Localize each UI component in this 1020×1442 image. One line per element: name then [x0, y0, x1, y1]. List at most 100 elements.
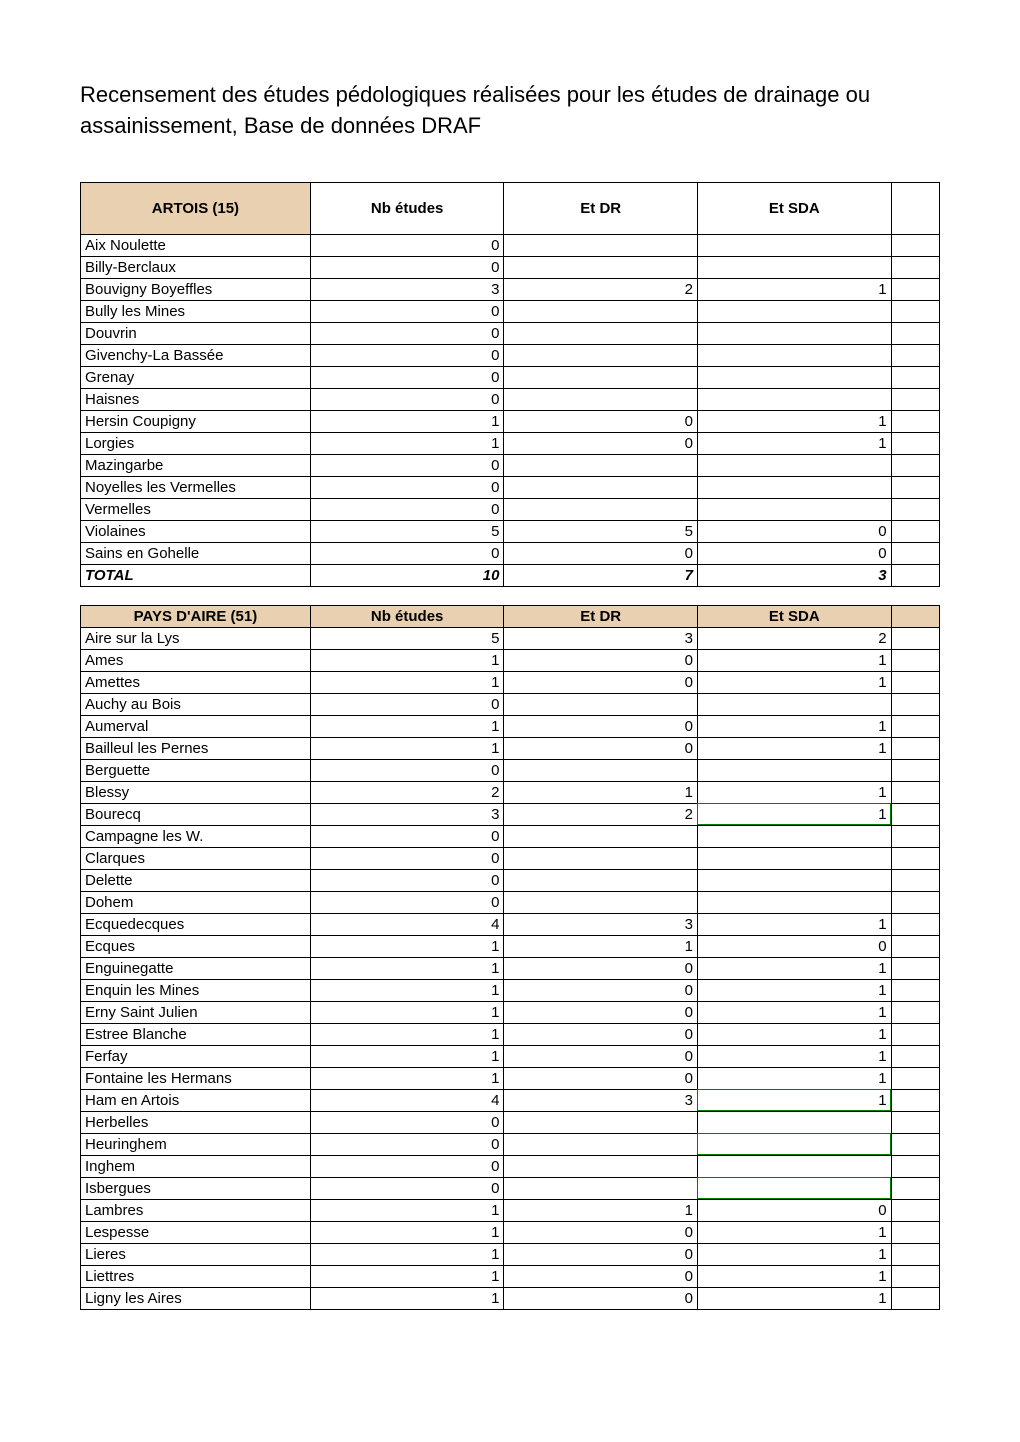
et-dr-value: 0 — [504, 1001, 698, 1023]
nb-etudes-value: 0 — [310, 542, 504, 564]
nb-etudes-value: 3 — [310, 803, 504, 825]
et-dr-value: 0 — [504, 737, 698, 759]
et-dr-value: 0 — [504, 1265, 698, 1287]
nb-etudes-value: 1 — [310, 1001, 504, 1023]
commune-name: Haisnes — [81, 388, 311, 410]
et-dr-value — [504, 476, 698, 498]
et-dr-value — [504, 693, 698, 715]
commune-name: Aire sur la Lys — [81, 627, 311, 649]
table-row: Erny Saint Julien101 — [81, 1001, 940, 1023]
table-row: Bailleul les Pernes101 — [81, 737, 940, 759]
table-row: Ecques110 — [81, 935, 940, 957]
et-sda-value — [697, 388, 891, 410]
nb-etudes-value: 1 — [310, 1067, 504, 1089]
blank-cell — [891, 1265, 939, 1287]
table-row: Billy-Berclaux0 — [81, 256, 940, 278]
et-dr-value — [504, 759, 698, 781]
nb-etudes-value: 1 — [310, 1023, 504, 1045]
table-row: Noyelles les Vermelles0 — [81, 476, 940, 498]
et-dr-value: 2 — [504, 803, 698, 825]
nb-etudes-value: 0 — [310, 825, 504, 847]
blank-cell — [891, 366, 939, 388]
nb-etudes-value: 1 — [310, 432, 504, 454]
nb-etudes-value: 1 — [310, 979, 504, 1001]
et-dr-value — [504, 234, 698, 256]
commune-name: Clarques — [81, 847, 311, 869]
artois-table: ARTOIS (15) Nb études Et DR Et SDA Aix N… — [80, 182, 940, 587]
nb-etudes-value: 1 — [310, 1265, 504, 1287]
col-et-dr: Et DR — [504, 605, 698, 627]
page-title: Recensement des études pédologiques réal… — [80, 80, 940, 142]
et-sda-value: 1 — [697, 410, 891, 432]
nb-etudes-value: 0 — [310, 1111, 504, 1133]
table-row: Lespesse101 — [81, 1221, 940, 1243]
et-dr-value — [504, 847, 698, 869]
nb-etudes-value: 1 — [310, 1287, 504, 1309]
commune-name: Fontaine les Hermans — [81, 1067, 311, 1089]
table-row: Blessy211 — [81, 781, 940, 803]
table-row: Givenchy-La Bassée0 — [81, 344, 940, 366]
nb-etudes-value: 1 — [310, 671, 504, 693]
commune-name: Aix Noulette — [81, 234, 311, 256]
blank-cell — [891, 1045, 939, 1067]
table-row: Douvrin0 — [81, 322, 940, 344]
col-nb-etudes: Nb études — [310, 182, 504, 234]
blank-cell — [891, 454, 939, 476]
et-dr-value — [504, 454, 698, 476]
et-sda-value: 1 — [697, 1287, 891, 1309]
et-dr-value: 1 — [504, 1199, 698, 1221]
et-dr-value — [504, 1133, 698, 1155]
commune-name: Violaines — [81, 520, 311, 542]
et-dr-value: 0 — [504, 1287, 698, 1309]
et-dr-value — [504, 1111, 698, 1133]
nb-etudes-value: 1 — [310, 957, 504, 979]
nb-etudes-value: 0 — [310, 498, 504, 520]
nb-etudes-value: 0 — [310, 256, 504, 278]
nb-etudes-value: 0 — [310, 1177, 504, 1199]
table-row: Ferfay101 — [81, 1045, 940, 1067]
table-row: Bouvigny Boyeffles321 — [81, 278, 940, 300]
et-dr-value: 0 — [504, 1067, 698, 1089]
nb-etudes-value: 0 — [310, 322, 504, 344]
et-dr-value: 5 — [504, 520, 698, 542]
table-row: Auchy au Bois0 — [81, 693, 940, 715]
blank-cell — [891, 278, 939, 300]
et-dr-value: 1 — [504, 781, 698, 803]
et-sda-value — [697, 869, 891, 891]
commune-name: Liettres — [81, 1265, 311, 1287]
et-dr-value — [504, 322, 698, 344]
et-sda-value: 0 — [697, 935, 891, 957]
table-row: Clarques0 — [81, 847, 940, 869]
et-sda-value: 1 — [697, 1045, 891, 1067]
commune-name: Bouvigny Boyeffles — [81, 278, 311, 300]
table-row: Estree Blanche101 — [81, 1023, 940, 1045]
nb-etudes-value: 4 — [310, 1089, 504, 1111]
et-sda-value — [697, 300, 891, 322]
table-row: Lambres110 — [81, 1199, 940, 1221]
blank-cell — [891, 1221, 939, 1243]
nb-etudes-value: 0 — [310, 693, 504, 715]
et-sda-value: 1 — [697, 1067, 891, 1089]
table-row: Enquin les Mines101 — [81, 979, 940, 1001]
blank-cell — [891, 1023, 939, 1045]
table-row: Dohem0 — [81, 891, 940, 913]
et-sda-value: 1 — [697, 432, 891, 454]
blank-cell — [891, 1067, 939, 1089]
commune-name: Amettes — [81, 671, 311, 693]
table-row: Mazingarbe0 — [81, 454, 940, 476]
et-sda-value — [697, 366, 891, 388]
et-dr-value: 0 — [504, 671, 698, 693]
blank-cell — [891, 891, 939, 913]
et-dr-value: 0 — [504, 410, 698, 432]
commune-name: Lambres — [81, 1199, 311, 1221]
nb-etudes-value: 5 — [310, 520, 504, 542]
et-dr-value: 2 — [504, 278, 698, 300]
nb-etudes-value: 0 — [310, 300, 504, 322]
blank-cell — [891, 1287, 939, 1309]
col-et-dr: Et DR — [504, 182, 698, 234]
blank-cell — [891, 781, 939, 803]
et-dr-value: 7 — [504, 564, 698, 586]
table-row: Lorgies101 — [81, 432, 940, 454]
et-sda-value — [697, 1177, 891, 1199]
table-row: Enguinegatte101 — [81, 957, 940, 979]
